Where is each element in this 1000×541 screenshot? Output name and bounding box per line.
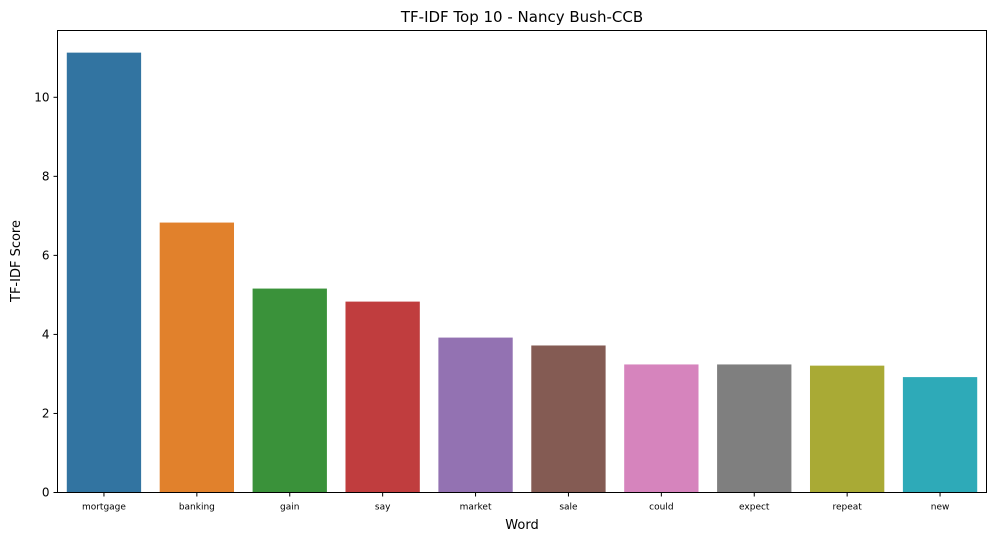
y-tick-label: 6 xyxy=(42,248,50,262)
bar-mortgage xyxy=(66,52,142,493)
bar-expect xyxy=(717,364,792,493)
x-tick-label: new xyxy=(931,503,950,513)
x-tick-label: gain xyxy=(280,503,299,513)
y-tick-label: 0 xyxy=(42,486,50,500)
y-tick-label: 10 xyxy=(34,90,49,104)
x-tick-label: market xyxy=(460,503,492,513)
bar-repeat xyxy=(809,365,885,493)
bar-banking xyxy=(159,222,235,493)
x-tick-label: could xyxy=(649,503,673,513)
bar-gain xyxy=(252,288,327,493)
y-tick-label: 2 xyxy=(42,406,50,420)
y-tick-label: 8 xyxy=(42,169,50,183)
bar-sale xyxy=(531,345,606,493)
bar-new xyxy=(902,377,978,493)
x-tick-label: sale xyxy=(559,503,578,513)
y-axis: 0 2 4 6 8 10 xyxy=(34,90,58,500)
x-tick-label: repeat xyxy=(832,503,862,513)
bar-say xyxy=(345,301,420,493)
x-axis: mortgage banking gain say market sale could exp… xyxy=(82,492,950,513)
y-axis-label: TF-IDF Score xyxy=(9,220,24,303)
x-tick-label: banking xyxy=(179,503,215,513)
chart-title: TF-IDF Top 10 - Nancy Bush-CCB xyxy=(400,8,643,26)
x-tick-label: expect xyxy=(739,503,770,513)
bar-market xyxy=(438,337,513,493)
x-tick-label: say xyxy=(375,503,391,513)
plot-frame xyxy=(57,30,987,493)
bar-could xyxy=(624,364,699,493)
x-axis-label: Word xyxy=(505,518,538,533)
y-tick-label: 4 xyxy=(42,327,50,341)
x-tick-label: mortgage xyxy=(82,503,126,513)
bars-layer xyxy=(66,52,978,493)
